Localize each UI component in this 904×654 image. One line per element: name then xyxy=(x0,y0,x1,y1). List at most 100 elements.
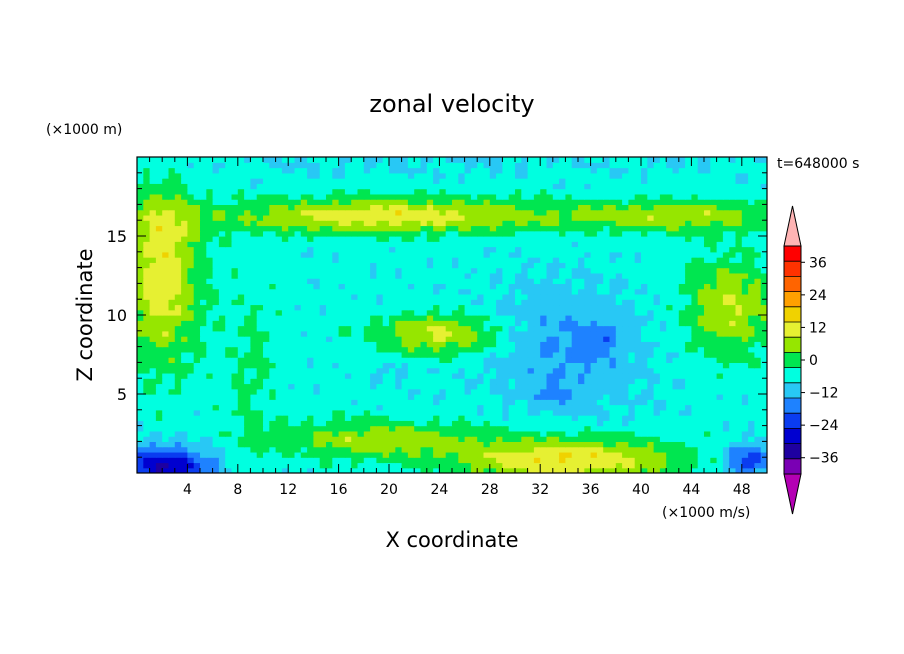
contour-cell xyxy=(672,362,680,369)
contour-cell xyxy=(578,404,585,411)
contour-cell xyxy=(678,241,686,248)
contour-cell xyxy=(351,436,359,442)
contour-cell xyxy=(748,399,755,406)
contour-cell xyxy=(596,430,604,437)
contour-cell xyxy=(407,278,415,284)
contour-cell xyxy=(344,388,352,395)
contour-cell xyxy=(263,404,270,411)
contour-cell xyxy=(741,420,749,427)
contour-cell xyxy=(533,378,541,385)
contour-cell xyxy=(647,309,655,316)
contour-cell xyxy=(596,246,604,253)
contour-cell xyxy=(452,457,459,464)
contour-cell xyxy=(483,325,491,332)
contour-cell xyxy=(445,425,453,432)
contour-cell xyxy=(414,320,422,327)
contour-cell xyxy=(300,378,308,385)
contour-cell xyxy=(426,446,434,453)
contour-cell xyxy=(395,383,403,390)
contour-cell xyxy=(382,336,390,342)
contour-cell xyxy=(445,315,453,321)
contour-cell xyxy=(155,225,163,232)
contour-cell xyxy=(407,262,415,269)
contour-cell xyxy=(294,214,302,221)
contour-cell xyxy=(697,404,705,411)
contour-cell xyxy=(263,325,270,332)
contour-cell xyxy=(470,362,478,369)
contour-cell xyxy=(458,267,466,274)
contour-cell xyxy=(300,367,308,374)
contour-cell xyxy=(187,451,195,458)
contour-cell xyxy=(225,441,233,448)
contour-cell xyxy=(225,267,233,274)
contour-cell xyxy=(445,372,453,379)
contour-cell xyxy=(565,278,573,284)
contour-cell xyxy=(225,330,233,337)
contour-cell xyxy=(615,225,623,232)
contour-cell xyxy=(269,304,277,311)
contour-cell xyxy=(704,293,711,300)
contour-cell xyxy=(527,446,535,453)
contour-cell xyxy=(647,394,655,400)
contour-cell xyxy=(218,420,226,427)
contour-cell xyxy=(735,367,743,374)
contour-cell xyxy=(162,272,170,279)
contour-cell xyxy=(200,404,207,411)
contour-cell xyxy=(370,209,377,216)
contour-cell xyxy=(641,341,648,348)
contour-cell xyxy=(521,420,529,427)
contour-cell xyxy=(540,293,548,300)
contour-cell xyxy=(395,267,403,274)
contour-cell xyxy=(470,399,478,406)
contour-cell xyxy=(225,283,233,290)
contour-cell xyxy=(137,278,144,284)
contour-cell xyxy=(395,325,403,332)
contour-cell xyxy=(653,272,661,279)
contour-cell xyxy=(609,404,617,411)
contour-cell xyxy=(748,220,755,227)
contour-cell xyxy=(445,272,453,279)
contour-cell xyxy=(464,462,472,469)
contour-cell xyxy=(407,209,415,216)
contour-cell xyxy=(641,299,648,306)
contour-cell xyxy=(225,325,233,332)
contour-cell xyxy=(338,320,346,327)
contour-cell xyxy=(502,388,510,395)
contour-cell xyxy=(281,430,289,437)
contour-cell xyxy=(414,341,422,348)
contour-cell xyxy=(143,288,151,295)
contour-cell xyxy=(281,309,289,316)
contour-cell xyxy=(187,251,195,258)
contour-cell xyxy=(622,436,629,442)
contour-cell xyxy=(288,225,296,232)
contour-cell xyxy=(748,451,755,458)
contour-cell xyxy=(697,320,705,327)
contour-cell xyxy=(376,367,384,374)
contour-cell xyxy=(521,346,529,353)
contour-cell xyxy=(155,246,163,253)
contour-cell xyxy=(218,388,226,395)
contour-cell xyxy=(401,278,409,284)
contour-cell xyxy=(168,257,176,263)
contour-cell xyxy=(515,336,522,342)
contour-cell xyxy=(162,383,170,390)
contour-cell xyxy=(502,409,510,416)
contour-cell xyxy=(464,246,472,253)
contour-cell xyxy=(735,462,743,469)
contour-cell xyxy=(452,241,459,248)
contour-cell xyxy=(760,262,767,269)
contour-cell xyxy=(218,257,226,263)
contour-cell xyxy=(281,330,289,337)
contour-cell xyxy=(181,415,188,421)
contour-cell xyxy=(281,230,289,237)
contour-cell xyxy=(225,336,233,342)
contour-cell xyxy=(452,372,459,379)
contour-cell xyxy=(622,309,629,316)
contour-cell xyxy=(250,236,258,242)
contour-cell xyxy=(237,399,245,406)
contour-cell xyxy=(685,457,692,464)
contour-cell xyxy=(300,299,308,306)
contour-cell xyxy=(250,293,258,300)
contour-cell xyxy=(433,262,440,269)
contour-cell xyxy=(426,214,434,221)
